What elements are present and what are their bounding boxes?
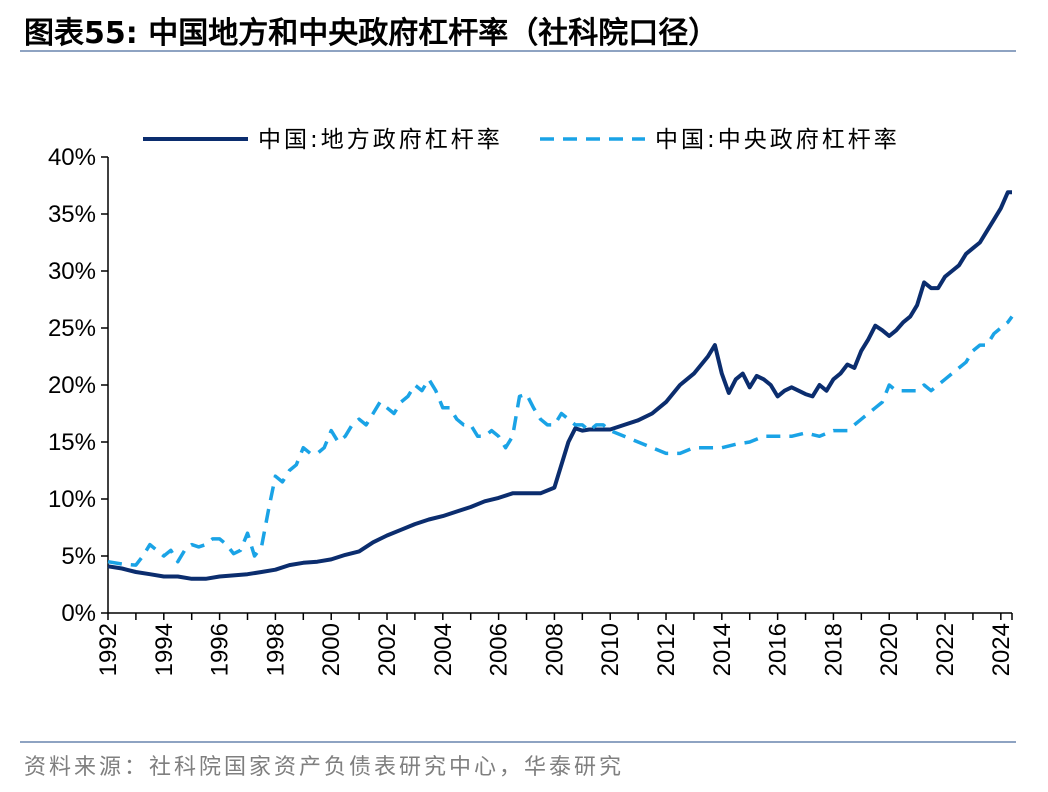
footer-divider [20,741,1016,743]
legend-local-label: 中国:地方政府杠杆率 [258,127,503,153]
x-tick-label: 2000 [318,623,345,676]
x-tick-label: 1998 [262,623,289,676]
x-tick-label: 1992 [95,623,122,676]
page-title: 图表55: 中国地方和中央政府杠杆率（社科院口径） [24,16,719,51]
y-tick-label: 30% [48,258,96,285]
y-tick-label: 15% [48,429,96,456]
x-axis: 1992 1994 1996 1998 2000 2002 2004 2006 2008 2010… [95,612,1015,676]
x-tick-label: 2006 [486,623,513,676]
x-tick-label: 2002 [374,623,401,676]
y-tick-label: 40% [48,144,96,171]
x-tick-label: 1994 [151,623,178,676]
chart-legend: 中国:地方政府杠杆率 中国:中央政府杠杆率 [143,127,900,153]
title-divider [20,50,1016,52]
source-note: 资料来源：社科院国家资产负债表研究中心，华泰研究 [24,755,625,780]
central-gov-leverage-line [107,315,1014,567]
y-tick-label: 25% [48,315,96,342]
x-tick-label: 2024 [988,623,1015,676]
x-tick-label: 2010 [597,623,624,676]
y-tick-label: 0% [61,600,96,627]
title-bar: 图表55: 中国地方和中央政府杠杆率（社科院口径） [0,0,1020,51]
x-tick-label: 1996 [207,623,234,676]
x-tick-label: 2022 [932,623,959,676]
y-tick-label: 5% [61,543,96,570]
plot-area [107,190,1014,581]
line-chart: 中国:地方政府杠杆率 中国:中央政府杠杆率 0% 5% 10% 15% 20% 25% 30%… [48,127,1015,676]
x-tick-label: 2020 [876,623,903,676]
x-tick-label: 2008 [541,623,568,676]
x-tick-label: 2016 [765,623,792,676]
y-tick-label: 20% [48,372,96,399]
y-tick-label: 10% [48,486,96,513]
x-tick-label: 2012 [653,623,680,676]
y-axis: 0% 5% 10% 15% 20% 25% 30% 35% 40% [48,144,109,627]
local-gov-leverage-line [107,190,1012,581]
y-tick-label: 35% [48,201,96,228]
legend-central-label: 中国:中央政府杠杆率 [655,127,900,153]
x-tick-label: 2014 [709,623,736,676]
x-tick-label: 2004 [430,623,457,676]
x-tick-label: 2018 [820,623,847,676]
